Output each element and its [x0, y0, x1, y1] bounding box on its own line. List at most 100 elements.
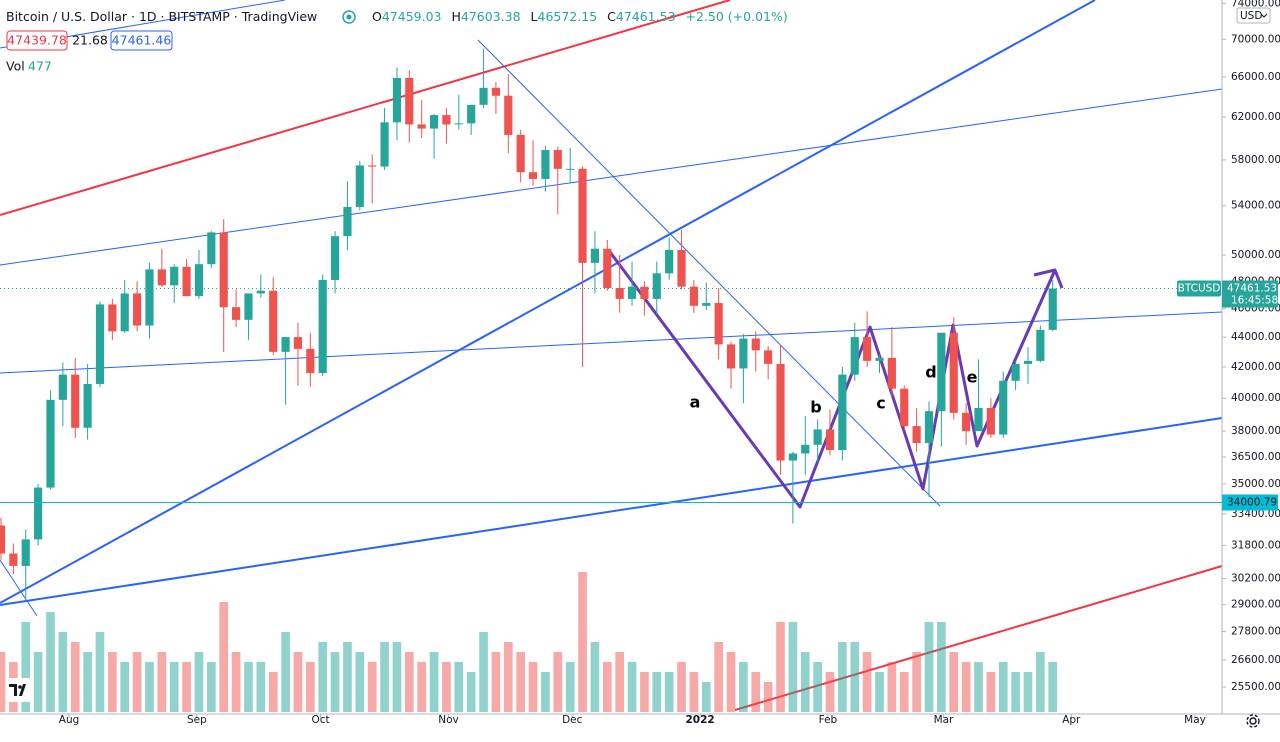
candle-body — [306, 348, 315, 374]
wave-path — [608, 251, 1057, 509]
y-tick-label: 62000.00 — [1231, 111, 1280, 123]
candle-body — [528, 172, 538, 179]
gear-teeth[interactable] — [1246, 714, 1260, 728]
ohlc-label: L — [531, 9, 538, 24]
volume-value: 477 — [28, 59, 52, 74]
currency-label[interactable]: USD — [1240, 10, 1262, 22]
x-tick-label: Aug — [59, 714, 80, 726]
trend-line — [0, 311, 1223, 374]
volume-bar — [800, 652, 810, 712]
candle-body — [553, 150, 562, 169]
volume-bar — [95, 632, 105, 712]
volume-bar — [392, 642, 402, 712]
volume-bar — [429, 652, 439, 712]
bid-box[interactable] — [6, 30, 68, 51]
volume-bar — [466, 672, 476, 712]
volume-bar — [689, 672, 699, 712]
volume-bar — [565, 662, 575, 712]
volume-bar — [355, 652, 365, 712]
ohlc-value: 47459.03 — [382, 9, 442, 24]
logo-bg[interactable] — [6, 678, 32, 702]
volume-bar — [862, 652, 872, 712]
gear-center[interactable] — [1249, 717, 1257, 725]
volume-bar — [145, 662, 154, 712]
volume-bar — [33, 652, 43, 712]
candle-body — [627, 286, 637, 299]
candle-body — [21, 539, 30, 566]
volume-bar — [899, 672, 909, 712]
volume-bar — [850, 642, 860, 712]
volume-bar — [998, 662, 1008, 712]
candle-body — [467, 104, 476, 124]
ohlc-label: H — [451, 9, 460, 24]
currency-button[interactable] — [1236, 7, 1271, 24]
candle-body — [640, 286, 649, 299]
volume-bar — [367, 662, 377, 712]
x-tick-label: Feb — [819, 714, 838, 726]
volume-bar — [330, 652, 340, 712]
logo-dot[interactable] — [18, 685, 22, 689]
volume-bar — [70, 642, 80, 712]
wave-label: a — [690, 393, 701, 412]
candle-body — [801, 444, 810, 454]
symbol-tag — [1177, 280, 1221, 297]
volume-layer — [0, 572, 1058, 712]
candle-body — [603, 248, 612, 289]
volume-bar — [652, 672, 662, 712]
y-tick-label: 25500.00 — [1231, 681, 1280, 693]
trend-line — [0, 0, 1096, 604]
volume-bar — [937, 622, 946, 712]
volume-bar — [293, 652, 303, 712]
candle-body — [887, 357, 896, 389]
volume-bar — [974, 662, 983, 712]
wave-label: c — [876, 394, 885, 413]
y-tick-label: 29000.00 — [1231, 599, 1280, 611]
trend-line — [477, 39, 941, 507]
candle-body — [875, 357, 884, 361]
volume-bar — [479, 632, 488, 712]
candle-body — [999, 380, 1008, 435]
candle-body — [764, 350, 773, 364]
logo[interactable] — [9, 684, 26, 696]
settings-icon[interactable] — [1246, 714, 1260, 728]
bid-price[interactable]: 47439.78 — [7, 33, 67, 48]
candle-body — [974, 407, 983, 432]
ohlc-value: 46572.15 — [538, 9, 598, 24]
candle-body — [454, 123, 463, 125]
candle-body — [244, 293, 253, 320]
y-tick-label: 30200.00 — [1231, 573, 1280, 585]
x-tick-label: Mar — [934, 714, 954, 726]
candle-body — [1048, 288, 1057, 330]
candle-body — [726, 344, 736, 369]
candle-body — [392, 77, 402, 123]
volume-bar — [751, 672, 761, 712]
y-tick-label: 35000.00 — [1231, 478, 1280, 490]
candle-body — [838, 374, 847, 450]
candle-body — [937, 332, 946, 412]
axis-layer: 74000.00 70000.00 66000.00 62000.00 58000.00… — [59, 0, 1280, 726]
candle-body — [281, 337, 290, 352]
ask-box[interactable] — [110, 30, 173, 51]
volume-bar — [1023, 672, 1033, 712]
ohlc-label: C — [607, 9, 616, 24]
wave-label: b — [810, 398, 821, 417]
y-tick-label: 50000.00 — [1231, 249, 1280, 261]
legend-title: Bitcoin / U.S. Dollar · 1D · BITSTAMP · … — [6, 9, 317, 24]
ask-price[interactable]: 47461.46 — [112, 33, 172, 48]
x-tick-label: May — [1184, 714, 1206, 726]
x-tick-label: Apr — [1062, 714, 1081, 726]
candle-body — [219, 232, 228, 308]
trend-line — [0, 88, 1223, 266]
volume-bar — [120, 662, 130, 712]
y-tick-label: 27800.00 — [1231, 626, 1280, 638]
dropdown-caret[interactable] — [1260, 13, 1268, 18]
status-dot — [342, 10, 356, 24]
candle-body — [900, 388, 909, 427]
volume-bar — [454, 662, 464, 712]
volume-bar — [664, 672, 674, 712]
y-tick-label: 38000.00 — [1231, 425, 1280, 437]
time-axis-bg — [0, 714, 1280, 742]
candle-body — [813, 429, 822, 445]
volume-bar — [380, 642, 389, 712]
candle-body — [1036, 329, 1045, 361]
